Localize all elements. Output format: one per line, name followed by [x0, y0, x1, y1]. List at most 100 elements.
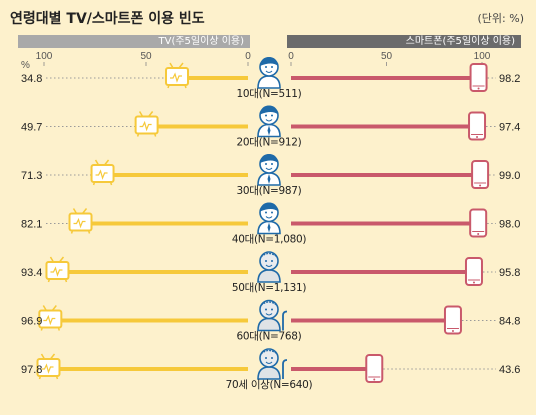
tv-value-label: 93.4 — [21, 267, 42, 279]
tv-icon — [45, 256, 70, 283]
tv-bar — [146, 124, 248, 129]
person-eye — [265, 308, 267, 311]
tv-leg — [109, 181, 113, 186]
tv-leg — [167, 84, 170, 89]
person-body — [257, 269, 281, 283]
person-tie — [267, 222, 271, 233]
tv-leg — [40, 327, 44, 331]
tv-leg — [87, 230, 91, 234]
tv-value-label: 71.3 — [21, 170, 42, 182]
tv-screen-wave — [50, 266, 63, 277]
smartphone-button — [477, 87, 480, 90]
percent-symbol: % — [21, 60, 30, 71]
tv-icon — [36, 353, 61, 380]
person-mouth — [265, 70, 273, 73]
person-tie — [267, 174, 271, 184]
person-eye — [265, 260, 267, 262]
smartphone-header: 스마트폰(주5일이상 이용) — [287, 35, 521, 48]
smartphone-body — [469, 208, 488, 238]
person-eye — [271, 66, 273, 68]
smartphone-value-label: 99.0 — [499, 170, 520, 182]
smartphone-bar — [291, 270, 474, 274]
person-hair — [260, 154, 278, 163]
smartphone-axis-tick-label: 100 — [474, 51, 491, 62]
smartphone-bar — [291, 318, 453, 323]
smartphone-bar — [291, 124, 478, 129]
tv-screen-wave — [139, 120, 152, 132]
smartphone-body — [471, 160, 490, 189]
smartphone-body — [469, 63, 488, 92]
walking-cane — [282, 310, 288, 331]
smartphone-value-label: 43.6 — [499, 364, 520, 376]
tv-bar — [50, 318, 248, 323]
person-eye — [265, 211, 267, 214]
person-mouth — [265, 216, 273, 219]
person-eye — [265, 66, 267, 68]
age-group-label: 60대(N=768) — [237, 331, 302, 343]
person-head — [259, 348, 279, 368]
tv-leg — [92, 181, 96, 186]
tv-value-label: 97.8 — [21, 364, 42, 376]
tv-body — [90, 164, 115, 183]
smartphone-button — [373, 378, 376, 381]
person-mouth — [265, 264, 273, 267]
tv-header: TV(주5일이상 이용) — [18, 35, 250, 48]
smartphone-button — [479, 184, 482, 187]
tv-value-label: 96.9 — [21, 316, 42, 328]
tv-bar — [57, 270, 248, 274]
age-group-label: 70세 이상(N=640) — [226, 379, 313, 391]
smartphone-bar — [291, 221, 479, 226]
smartphone-bar — [291, 173, 481, 177]
person-eye — [271, 114, 273, 117]
tv-bar — [102, 173, 248, 177]
smartphone-icon — [469, 208, 488, 238]
person-icon — [257, 105, 281, 138]
smartphone-icon — [468, 111, 487, 141]
age-group-label: 20대(N=912) — [237, 137, 302, 149]
tv-axis-tick-label: 50 — [140, 51, 152, 62]
smartphone-body — [468, 111, 487, 141]
tv-value-label: 49.7 — [21, 122, 42, 134]
person-icon — [257, 299, 288, 332]
tv-bar — [48, 367, 248, 371]
tv-body — [38, 309, 63, 329]
smartphone-value-label: 84.8 — [499, 316, 520, 328]
smartphone-body — [443, 305, 462, 335]
person-mouth — [265, 361, 273, 364]
tv-icon — [165, 62, 190, 89]
smartphone-value-label: 98.2 — [499, 73, 520, 85]
person-hair — [260, 349, 278, 355]
smartphone-icon — [469, 63, 488, 92]
smartphone-value-label: 97.4 — [499, 122, 520, 134]
person-mouth — [265, 167, 273, 170]
person-body — [257, 317, 281, 332]
smartphone-axis-tick-label: 50 — [381, 51, 393, 62]
tv-leg — [70, 230, 74, 234]
person-icon — [257, 57, 281, 89]
tv-axis-tick-label: 0 — [245, 51, 251, 62]
smartphone-bar — [291, 76, 479, 80]
person-eye — [265, 357, 267, 359]
smartphone-icon — [443, 305, 462, 335]
person-mouth — [265, 119, 273, 122]
tv-screen-wave — [73, 217, 86, 229]
person-head — [259, 251, 279, 271]
smartphone-button — [476, 136, 479, 138]
person-hair — [260, 301, 278, 306]
age-group-label: 10대(N=511) — [237, 88, 302, 100]
person-hair — [260, 202, 278, 212]
tv-value-label: 82.1 — [21, 219, 42, 231]
person-mouth — [265, 313, 273, 316]
person-eye — [271, 163, 273, 165]
tv-leg — [47, 278, 51, 283]
smartphone-value-label: 95.8 — [499, 267, 520, 279]
person-eye — [271, 308, 273, 311]
tv-leg — [38, 375, 42, 380]
person-eye — [271, 260, 273, 262]
chart-title: 연령대별 TV/스마트폰 이용 빈도 — [10, 11, 205, 27]
tv-body — [165, 67, 190, 86]
age-group-label: 50대(N=1,131) — [232, 282, 307, 294]
person-icon — [257, 154, 281, 186]
person-icon — [257, 251, 281, 283]
